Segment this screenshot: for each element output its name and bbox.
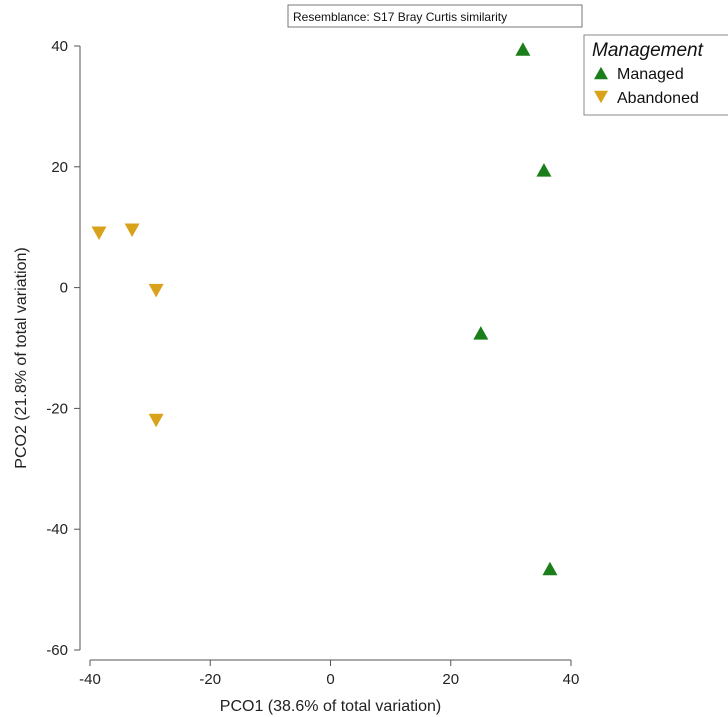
subtitle-frame — [287, 4, 583, 28]
legend-marker-abandoned — [594, 90, 608, 104]
axes — [79, 46, 571, 661]
series-managed — [473, 42, 558, 576]
subtitle-box: Resemblance: S17 Bray Curtis similarity — [287, 4, 583, 28]
y-tick-label: 20 — [51, 159, 68, 176]
series-abandoned — [91, 223, 164, 428]
point-abandoned — [91, 226, 107, 240]
legend-frame — [583, 34, 728, 116]
x-tick-label: 20 — [442, 671, 459, 688]
y-axis-title: PCO2 (21.8% of total variation) — [13, 247, 30, 468]
x-axis-title: PCO1 (38.6% of total variation) — [220, 698, 441, 715]
y-tick-label: -40 — [46, 521, 68, 538]
y-tick-label: 0 — [60, 280, 68, 297]
point-abandoned — [148, 283, 164, 298]
legend: Management Managed Abandoned — [583, 34, 728, 116]
y-tick-label: -60 — [46, 642, 68, 659]
point-managed — [515, 42, 531, 56]
axis-ticks: -40 -20 0 20 40 -60 -40 -20 0 20 40 — [46, 38, 579, 688]
point-managed — [542, 561, 558, 576]
y-tick-label: -20 — [46, 400, 68, 417]
x-tick-label: 40 — [563, 671, 580, 688]
legend-label-managed: Managed — [617, 66, 684, 83]
x-tick-label: -40 — [79, 671, 101, 688]
legend-marker-managed — [594, 66, 608, 80]
legend-label-abandoned: Abandoned — [617, 90, 699, 107]
point-abandoned — [124, 223, 140, 237]
point-managed — [473, 326, 489, 340]
y-tick-label: 40 — [51, 38, 68, 55]
x-tick-label: -20 — [199, 671, 221, 688]
data-points — [91, 42, 558, 576]
point-managed — [536, 163, 552, 177]
point-abandoned — [148, 413, 164, 428]
legend-title: Management — [592, 40, 704, 61]
x-tick-label: 0 — [326, 671, 334, 688]
chart-subtitle: Resemblance: S17 Bray Curtis similarity — [293, 10, 507, 24]
